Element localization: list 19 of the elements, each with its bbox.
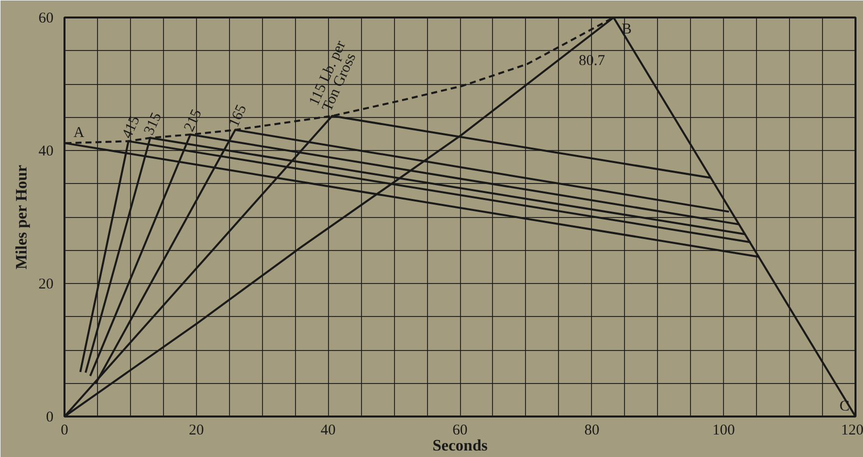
text: 115 Lb. per Ton Gross — [306, 38, 360, 114]
x-tick-label: 100 — [712, 422, 735, 438]
text: 315 — [141, 110, 166, 138]
x-tick-label: 20 — [188, 422, 204, 438]
x-tick-label: 80 — [584, 422, 600, 438]
y-axis-title: Miles per Hour — [14, 164, 30, 270]
x-tick-label: 40 — [320, 422, 336, 438]
y-tick-label: 20 — [38, 276, 54, 292]
y-tick-label: 60 — [38, 10, 54, 26]
x-tick-label: 0 — [60, 422, 68, 438]
x-axis-title: Seconds — [432, 438, 488, 454]
y-tick-label: 0 — [46, 410, 54, 426]
text: 215 — [181, 107, 206, 134]
x-tick-label: 120 — [841, 422, 863, 438]
text: 415 — [119, 114, 144, 141]
annotation: A — [73, 125, 84, 142]
x-tick-label: 60 — [452, 422, 468, 438]
y-tick-label: 40 — [38, 144, 54, 160]
text: 165 — [226, 102, 250, 130]
